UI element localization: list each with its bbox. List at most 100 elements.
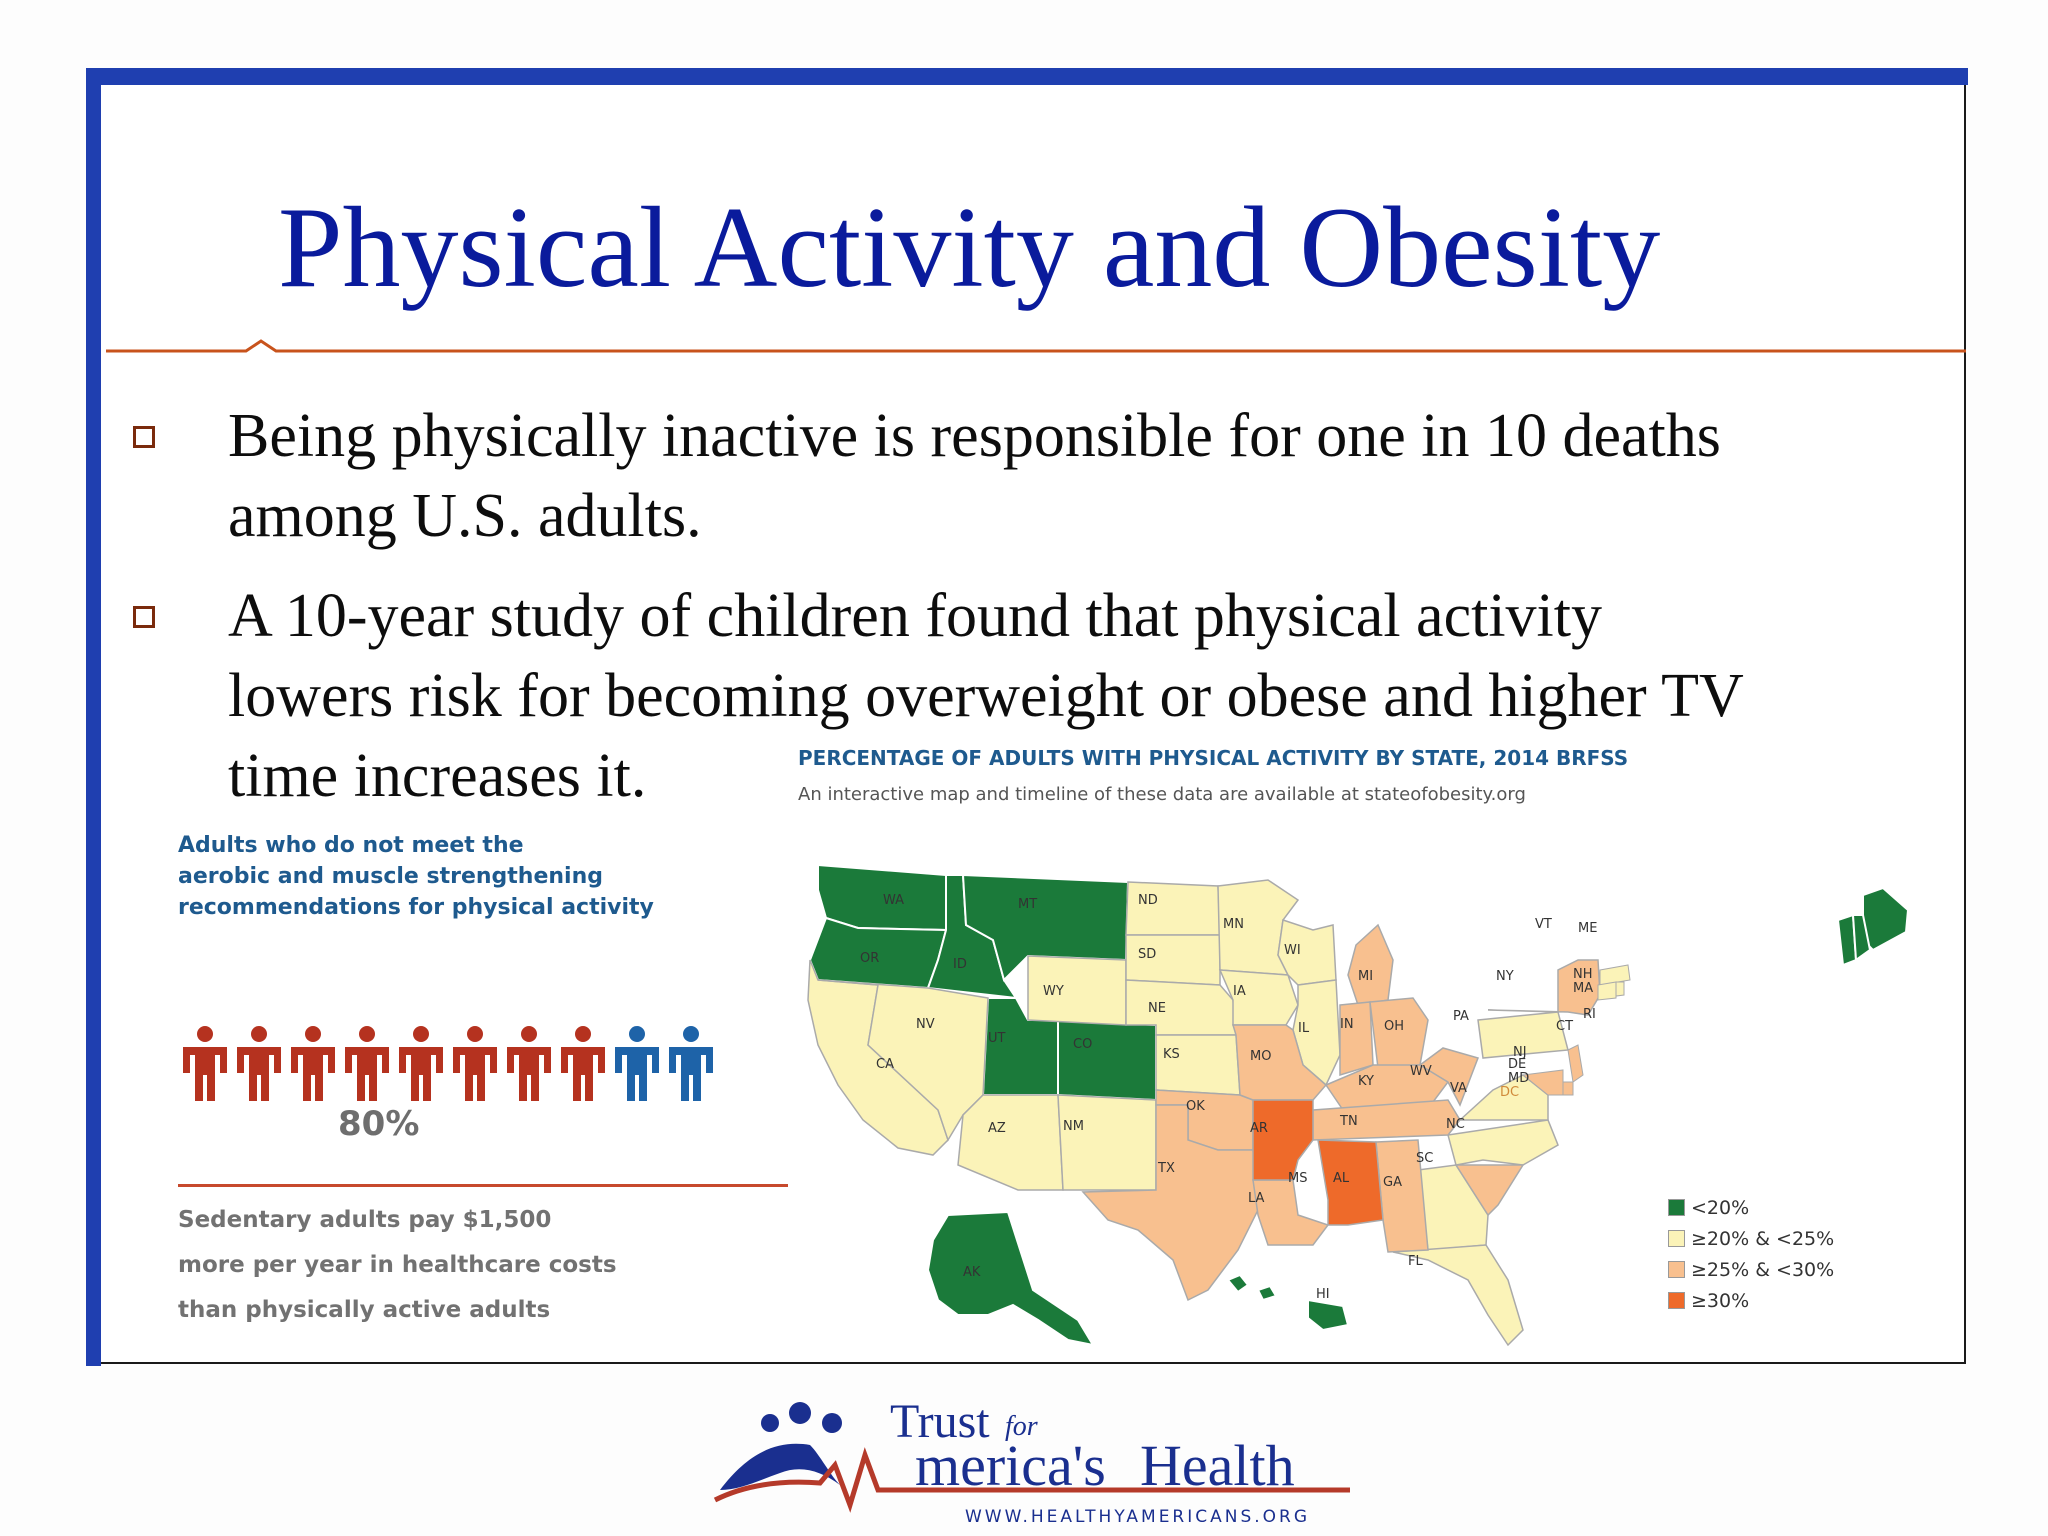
state-MO <box>1231 1024 1328 1101</box>
bullet-1-line-2: among U.S. adults. <box>228 482 702 550</box>
cost-line-1: Sedentary adults pay $1,500 <box>178 1207 552 1233</box>
legend-swatch <box>1668 1292 1685 1309</box>
legend-swatch <box>1668 1261 1685 1278</box>
label-RI: RI <box>1583 1007 1596 1022</box>
label-IA: IA <box>1233 984 1246 999</box>
state-NV <box>817 979 989 1142</box>
inset-divider <box>178 1184 788 1187</box>
label-CA: CA <box>876 1057 894 1072</box>
state-TN <box>1312 1099 1461 1141</box>
state-AK <box>926 1210 1096 1347</box>
legend-row: ≥30% <box>1668 1285 1834 1316</box>
label-NV: NV <box>916 1017 935 1032</box>
logo-people-icon <box>713 1402 1350 1513</box>
label-HI: HI <box>1316 1287 1330 1302</box>
label-AR: AR <box>1250 1121 1268 1136</box>
people-pictogram <box>183 1026 713 1101</box>
person-figure <box>399 1026 443 1101</box>
state-NY <box>1487 959 1601 1016</box>
state-MI <box>1347 923 1394 1006</box>
label-AL: AL <box>1333 1171 1350 1186</box>
legend-label: ≥30% <box>1691 1289 1750 1312</box>
logo-url: WWW.HEALTHYAMERICANS.ORG <box>965 1507 1310 1527</box>
label-ID: ID <box>953 957 967 972</box>
label-NJ: NJ <box>1513 1045 1527 1060</box>
state-CO <box>1057 1018 1157 1102</box>
label-GA: GA <box>1383 1175 1402 1190</box>
person-figure <box>669 1026 713 1101</box>
label-SC: SC <box>1416 1151 1433 1166</box>
slide-left-bar <box>86 68 101 1366</box>
state-MS <box>1317 1139 1384 1226</box>
label-UT: UT <box>988 1031 1006 1046</box>
state-NM <box>1057 1094 1157 1191</box>
label-TX: TX <box>1157 1161 1175 1176</box>
label-AZ: AZ <box>988 1121 1006 1136</box>
person-figure <box>615 1026 659 1101</box>
label-DC: DC <box>1500 1085 1519 1100</box>
state-SC <box>1454 1164 1525 1217</box>
inset-heading-2: aerobic and muscle strengthening <box>178 864 603 889</box>
person-figure <box>345 1026 389 1101</box>
label-ME: ME <box>1578 921 1597 936</box>
state-ME <box>1862 886 1910 952</box>
us-state-map: WA OR CA ID NV MT WY UT AZ CO NM ND SD N… <box>807 863 1910 1347</box>
slide-frame: Physical Activity and Obesity Being phys… <box>86 68 1968 1366</box>
label-MN: MN <box>1223 917 1244 932</box>
label-NE: NE <box>1148 1001 1166 1016</box>
legend-label: ≥20% & <25% <box>1691 1227 1835 1250</box>
label-ND: ND <box>1138 893 1158 908</box>
slide-title: Physical Activity and Obesity <box>278 184 1661 312</box>
legend-swatch <box>1668 1230 1685 1247</box>
bullet-1-line-1: Being physically inactive is responsible… <box>228 402 1721 470</box>
inset-heading-1: Adults who do not meet the <box>178 833 524 858</box>
tfah-logo: Trust for merica's Health WWW.HEALTHYAME… <box>713 1395 1350 1527</box>
label-OH: OH <box>1384 1019 1404 1034</box>
label-KS: KS <box>1163 1047 1180 1062</box>
label-MS: MS <box>1288 1171 1307 1186</box>
person-figure <box>507 1026 551 1101</box>
cost-line-2: more per year in healthcare costs <box>178 1252 617 1278</box>
label-SD: SD <box>1138 947 1156 962</box>
label-NC: NC <box>1446 1117 1465 1132</box>
person-figure <box>183 1026 227 1101</box>
inset-heading-3: recommendations for physical activity <box>178 895 654 920</box>
label-VA: VA <box>1450 1081 1467 1096</box>
label-NY: NY <box>1496 969 1514 984</box>
state-WV <box>1418 1047 1479 1107</box>
person-figure <box>291 1026 335 1101</box>
label-MI: MI <box>1358 969 1373 984</box>
label-WA: WA <box>883 893 904 908</box>
person-figure <box>561 1026 605 1101</box>
label-CO: CO <box>1073 1037 1092 1052</box>
label-TN: TN <box>1339 1114 1358 1129</box>
state-LA <box>1252 1179 1330 1246</box>
bullet-2-line-1: A 10-year study of children found that p… <box>228 582 1602 650</box>
state-MD <box>1521 1069 1564 1096</box>
legend-label: ≥25% & <30% <box>1691 1258 1835 1281</box>
state-AR <box>1252 1099 1314 1181</box>
label-PA: PA <box>1453 1009 1469 1024</box>
state-TX <box>1081 1104 1259 1302</box>
logo-for: for <box>1005 1411 1038 1442</box>
legend-row: ≥20% & <25% <box>1668 1223 1834 1254</box>
person-figure <box>453 1026 497 1101</box>
label-MO: MO <box>1250 1049 1271 1064</box>
label-MD: MD <box>1508 1071 1529 1086</box>
state-ND <box>1125 881 1221 936</box>
logo-america: merica's <box>915 1433 1106 1498</box>
state-IN <box>1339 1001 1374 1077</box>
state-DE <box>1562 1081 1574 1096</box>
label-VT: VT <box>1535 917 1552 932</box>
legend-swatch <box>1668 1199 1685 1216</box>
state-HI <box>1226 1273 1350 1332</box>
title-divider <box>106 339 1966 353</box>
slide-top-bar <box>86 68 1968 85</box>
inactive-percent-label: 80% <box>338 1104 420 1144</box>
label-WI: WI <box>1284 943 1301 958</box>
logo-health: Health <box>1140 1433 1295 1498</box>
legend-row: ≥25% & <30% <box>1668 1254 1834 1285</box>
label-OR: OR <box>860 951 879 966</box>
bullet-marker-2 <box>133 606 155 628</box>
state-KS <box>1155 1034 1241 1096</box>
